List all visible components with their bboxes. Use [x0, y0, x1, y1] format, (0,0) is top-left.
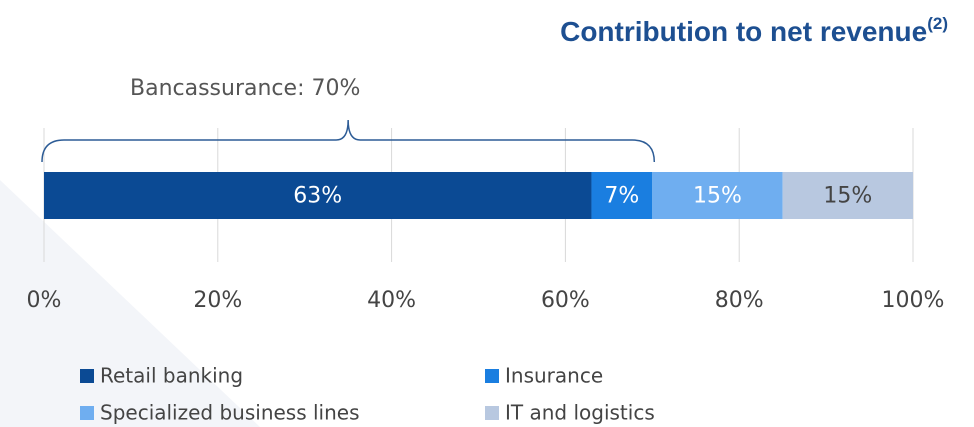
bar-segment [782, 172, 913, 219]
annotation-text: Bancassurance: 70% [130, 76, 360, 101]
bar-segment [44, 172, 592, 219]
bar-segment [591, 172, 653, 219]
value-label: 15% [693, 184, 742, 209]
x-tick-label: 20% [193, 288, 242, 313]
bar-segment [652, 172, 783, 219]
legend-swatch [80, 406, 94, 420]
value-label: 63% [293, 184, 342, 209]
legend-label: Retail banking [100, 364, 243, 388]
background-shape [0, 180, 260, 427]
legend-swatch [485, 369, 499, 383]
value-label: 7% [604, 184, 639, 209]
value-label: 15% [823, 184, 872, 209]
x-tick-label: 60% [541, 288, 590, 313]
x-tick-label: 0% [27, 288, 62, 313]
x-tick-label: 100% [882, 288, 945, 313]
legend-swatch [80, 369, 94, 383]
annotation-brace [41, 119, 656, 163]
x-tick-label: 80% [715, 288, 764, 313]
legend-label: IT and logistics [505, 401, 655, 425]
title-note: (2) [927, 14, 948, 33]
chart-title: Contribution to net revenue(2) [560, 14, 948, 47]
legend-label: Specialized business lines [100, 401, 360, 425]
legend-label: Insurance [505, 364, 603, 388]
title-text: Contribution to net revenue [560, 16, 927, 47]
legend-swatch [485, 406, 499, 420]
x-tick-label: 40% [367, 288, 416, 313]
